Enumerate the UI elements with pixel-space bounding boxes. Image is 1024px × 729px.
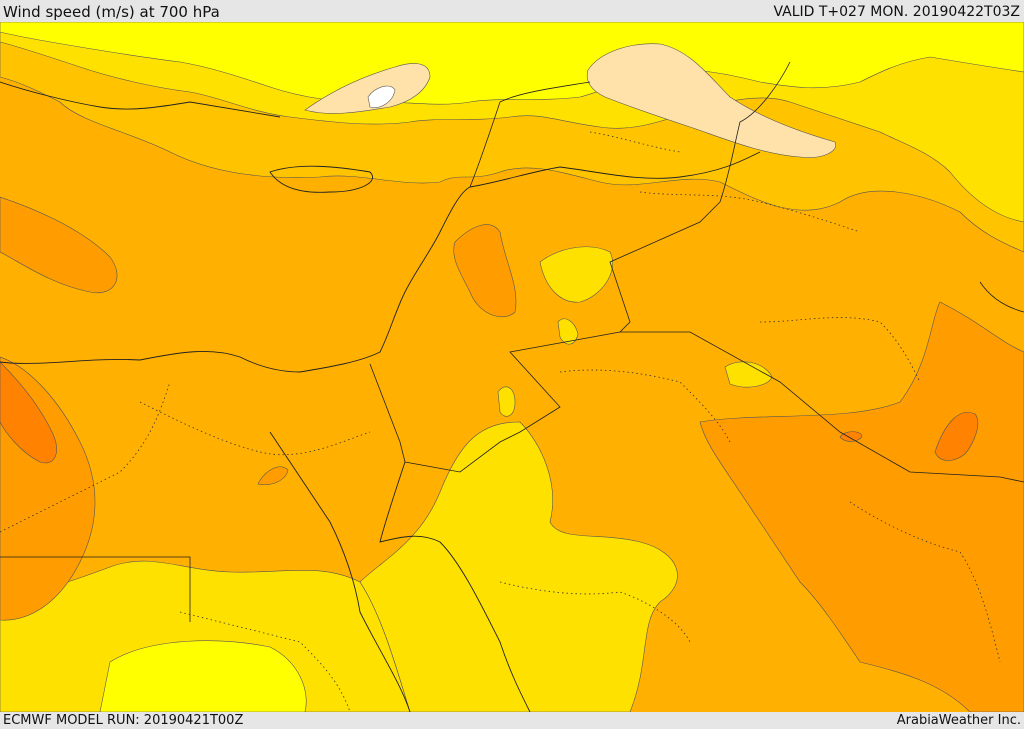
field-yellow-patch-3	[497, 386, 516, 417]
field-peach-anatolia	[304, 63, 431, 114]
field-peach-caucasus	[586, 43, 837, 158]
field-yellow-central	[359, 421, 678, 712]
field-lightest-north	[0, 22, 1024, 105]
field-orange-dark-east-small	[839, 431, 863, 442]
country-borders	[0, 61, 1024, 622]
field-orange-med-west	[0, 196, 118, 294]
field-lightest-southwest	[99, 640, 307, 712]
province-borders	[0, 131, 1001, 712]
model-run: ECMWF MODEL RUN: 20190421T00Z	[3, 713, 244, 728]
field-orange-dark-east	[934, 412, 979, 461]
field-orange-sinai	[257, 466, 289, 485]
map-canvas	[0, 22, 1024, 712]
map-title: Wind speed (m/s) at 700 hPa	[3, 3, 220, 21]
field-yellow-patch-1	[539, 246, 613, 303]
map-header: Wind speed (m/s) at 700 hPa VALID T+027 …	[0, 0, 1024, 22]
field-orange-dark-west	[0, 361, 57, 464]
wind-speed-map	[0, 22, 1024, 712]
coastlines	[0, 81, 761, 712]
field-orange-levant	[453, 224, 517, 318]
field-yellow-patch-2	[724, 361, 773, 388]
field-white-patch	[367, 85, 396, 108]
map-footer: ECMWF MODEL RUN: 20190421T00Z ArabiaWeat…	[0, 712, 1024, 729]
valid-time: VALID T+027 MON. 20190422T03Z	[773, 4, 1020, 20]
field-orange-east	[699, 301, 1024, 712]
credit-label: ArabiaWeather Inc.	[896, 713, 1021, 728]
field-yellow-patch-4	[557, 318, 579, 345]
